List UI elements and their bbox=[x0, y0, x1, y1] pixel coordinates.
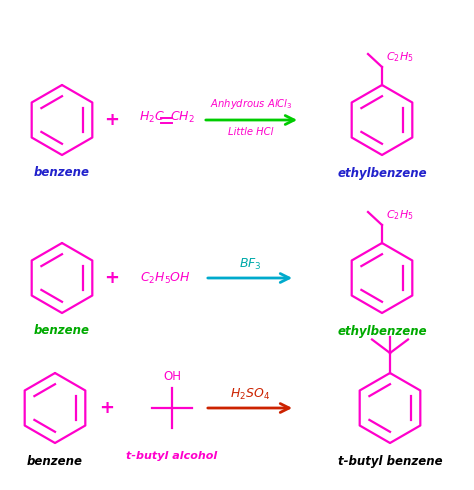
Text: t-butyl benzene: t-butyl benzene bbox=[337, 455, 442, 467]
Text: OH: OH bbox=[163, 370, 181, 384]
Text: +: + bbox=[100, 399, 115, 417]
Text: +: + bbox=[104, 111, 119, 129]
Text: ethylbenzene: ethylbenzene bbox=[337, 167, 427, 179]
Text: benzene: benzene bbox=[27, 455, 83, 467]
Text: $C_2H_5$: $C_2H_5$ bbox=[386, 50, 414, 64]
Text: ethylbenzene: ethylbenzene bbox=[337, 324, 427, 338]
Text: t-butyl alcohol: t-butyl alcohol bbox=[127, 451, 218, 461]
Text: $CH_2$: $CH_2$ bbox=[170, 109, 194, 124]
Text: benzene: benzene bbox=[34, 324, 90, 338]
Text: $BF_3$: $BF_3$ bbox=[239, 256, 261, 271]
Text: $H_2SO_4$: $H_2SO_4$ bbox=[230, 387, 270, 401]
Text: Little HCl: Little HCl bbox=[228, 127, 273, 137]
Text: $C_2H_5OH$: $C_2H_5OH$ bbox=[139, 270, 191, 286]
Text: $C_2H_5$: $C_2H_5$ bbox=[386, 208, 414, 222]
Text: benzene: benzene bbox=[34, 167, 90, 179]
Text: Anhydrous AlCl$_3$: Anhydrous AlCl$_3$ bbox=[210, 97, 292, 111]
Text: $H_2C$: $H_2C$ bbox=[139, 109, 165, 124]
Text: +: + bbox=[104, 269, 119, 287]
